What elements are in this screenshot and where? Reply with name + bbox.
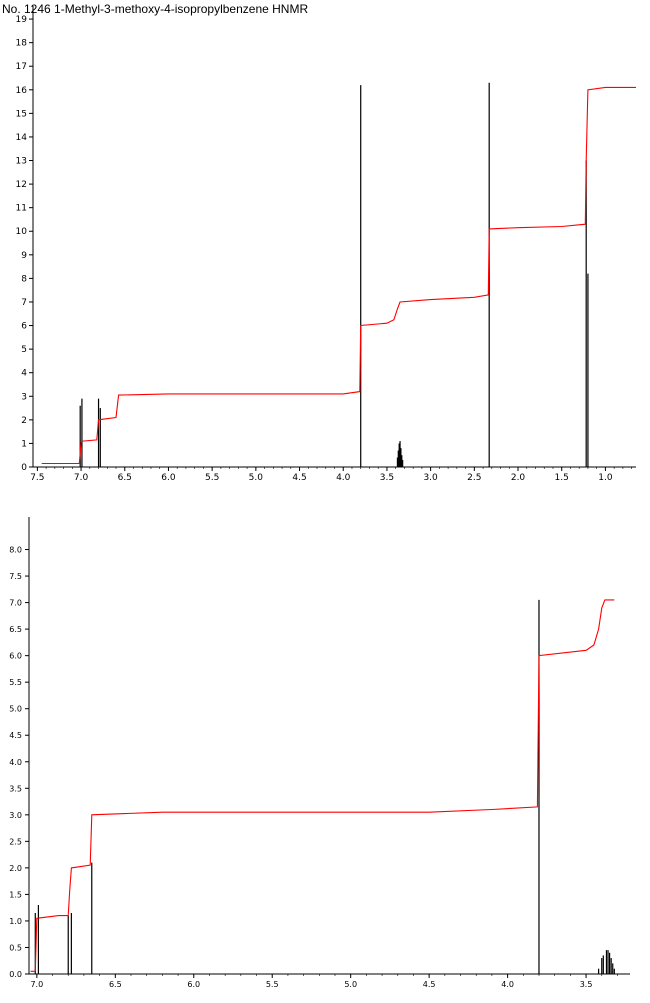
y-tick-label: 0.0	[9, 970, 22, 979]
y-tick-label: 6.5	[9, 625, 22, 634]
x-tick-label: 3.5	[380, 473, 394, 483]
y-tick-label: 4.0	[9, 758, 22, 767]
y-tick-label: 16	[16, 86, 28, 96]
y-tick-label: 7.5	[9, 572, 22, 581]
y-tick-label: 5.0	[9, 705, 22, 714]
y-tick-label: 18	[16, 39, 28, 49]
x-tick-label: 6.5	[109, 980, 122, 989]
x-tick-label: 1.5	[555, 473, 569, 483]
y-tick-label: 3.5	[9, 784, 22, 793]
y-tick-label: 17	[16, 62, 27, 72]
y-tick-label: 4.5	[9, 731, 22, 740]
integral-curve	[41, 86, 636, 465]
y-tick-label: 7.0	[9, 599, 22, 608]
y-tick-label: 14	[16, 133, 28, 143]
y-tick-label: 19	[16, 15, 28, 25]
y-tick-label: 8.0	[9, 546, 22, 555]
y-tick-label: 10	[16, 227, 28, 237]
y-tick-label: 5	[21, 345, 27, 355]
y-tick-label: 4	[21, 369, 27, 379]
y-tick-label: 2.0	[9, 864, 22, 873]
x-tick-label: 2.5	[467, 473, 481, 483]
x-tick-label: 2.0	[511, 473, 526, 483]
y-tick-label: 2	[21, 416, 27, 426]
x-tick-label: 3.5	[580, 980, 593, 989]
x-tick-label: 7.0	[30, 980, 43, 989]
x-tick-label: 5.0	[344, 980, 357, 989]
x-tick-label: 4.0	[501, 980, 514, 989]
x-tick-label: 4.5	[292, 473, 306, 483]
y-tick-label: 0	[21, 463, 27, 473]
y-tick-label: 0.5	[9, 943, 22, 952]
y-tick-label: 7	[21, 298, 27, 308]
x-tick-label: 6.5	[118, 473, 132, 483]
y-tick-label: 2.5	[9, 837, 22, 846]
x-tick-label: 7.0	[74, 473, 89, 483]
y-tick-label: 11	[16, 204, 27, 214]
x-tick-label: 1.0	[598, 473, 613, 483]
x-tick-label: 7.5	[30, 473, 44, 483]
y-tick-label: 15	[16, 109, 27, 119]
chart-title: No. 1246 1-Methyl-3-methoxy-4-isopropylb…	[2, 2, 309, 16]
x-tick-label: 4.0	[336, 473, 351, 483]
x-tick-label: 3.0	[423, 473, 438, 483]
y-tick-label: 3	[21, 392, 27, 402]
y-tick-label: 8	[21, 274, 27, 284]
y-tick-label: 12	[16, 180, 27, 190]
x-tick-label: 5.5	[266, 980, 279, 989]
x-tick-label: 6.0	[161, 473, 176, 483]
x-tick-label: 4.5	[423, 980, 436, 989]
x-tick-label: 5.0	[249, 473, 264, 483]
y-tick-label: 5.5	[9, 678, 22, 687]
y-tick-label: 3.0	[9, 811, 22, 820]
y-tick-label: 1	[21, 439, 27, 449]
x-tick-label: 6.0	[187, 980, 200, 989]
integral-curve	[30, 599, 615, 972]
y-tick-label: 1.0	[9, 917, 22, 926]
y-tick-label: 9	[21, 251, 27, 261]
x-tick-label: 5.5	[205, 473, 219, 483]
y-tick-label: 1.5	[9, 890, 22, 899]
y-tick-label: 6.0	[9, 652, 22, 661]
y-tick-label: 13	[16, 157, 27, 167]
y-tick-label: 6	[21, 322, 27, 332]
